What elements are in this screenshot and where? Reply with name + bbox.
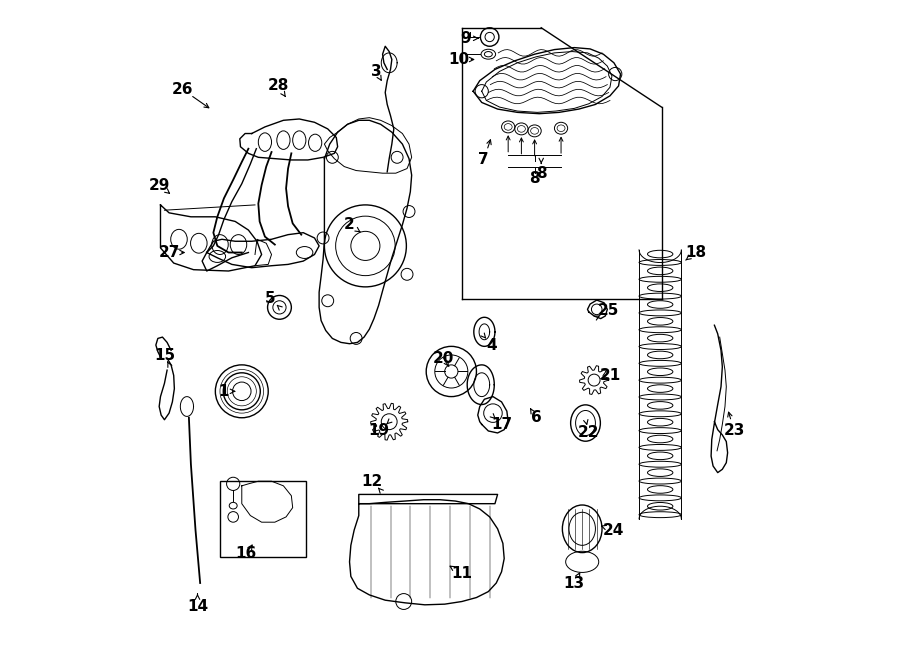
Text: 25: 25	[598, 303, 619, 318]
Text: 8: 8	[529, 171, 540, 186]
Text: 10: 10	[448, 52, 469, 67]
Ellipse shape	[482, 50, 496, 59]
Text: 8: 8	[536, 166, 546, 180]
Circle shape	[481, 28, 499, 46]
Text: 11: 11	[452, 566, 472, 581]
Text: 26: 26	[172, 82, 193, 97]
Text: 1: 1	[219, 384, 230, 399]
Text: 29: 29	[148, 178, 170, 192]
Text: 6: 6	[531, 410, 541, 425]
Text: 9: 9	[460, 31, 471, 46]
Text: 4: 4	[486, 338, 497, 352]
Text: 22: 22	[578, 426, 599, 440]
Text: 15: 15	[154, 348, 175, 363]
Text: 3: 3	[371, 64, 382, 79]
Text: 23: 23	[724, 424, 745, 438]
Text: 7: 7	[479, 153, 489, 167]
Text: 21: 21	[599, 368, 621, 383]
Text: 28: 28	[267, 79, 289, 93]
Text: 17: 17	[491, 417, 512, 432]
Text: 27: 27	[158, 245, 180, 260]
Text: 13: 13	[563, 576, 585, 590]
Text: 24: 24	[603, 523, 625, 537]
Text: 20: 20	[433, 351, 454, 366]
Text: 18: 18	[685, 245, 706, 260]
Text: 19: 19	[369, 424, 390, 438]
Text: 16: 16	[236, 547, 257, 561]
Text: 5: 5	[265, 292, 275, 306]
Text: 12: 12	[362, 474, 382, 488]
Text: 2: 2	[344, 217, 355, 232]
Text: 14: 14	[187, 600, 208, 614]
